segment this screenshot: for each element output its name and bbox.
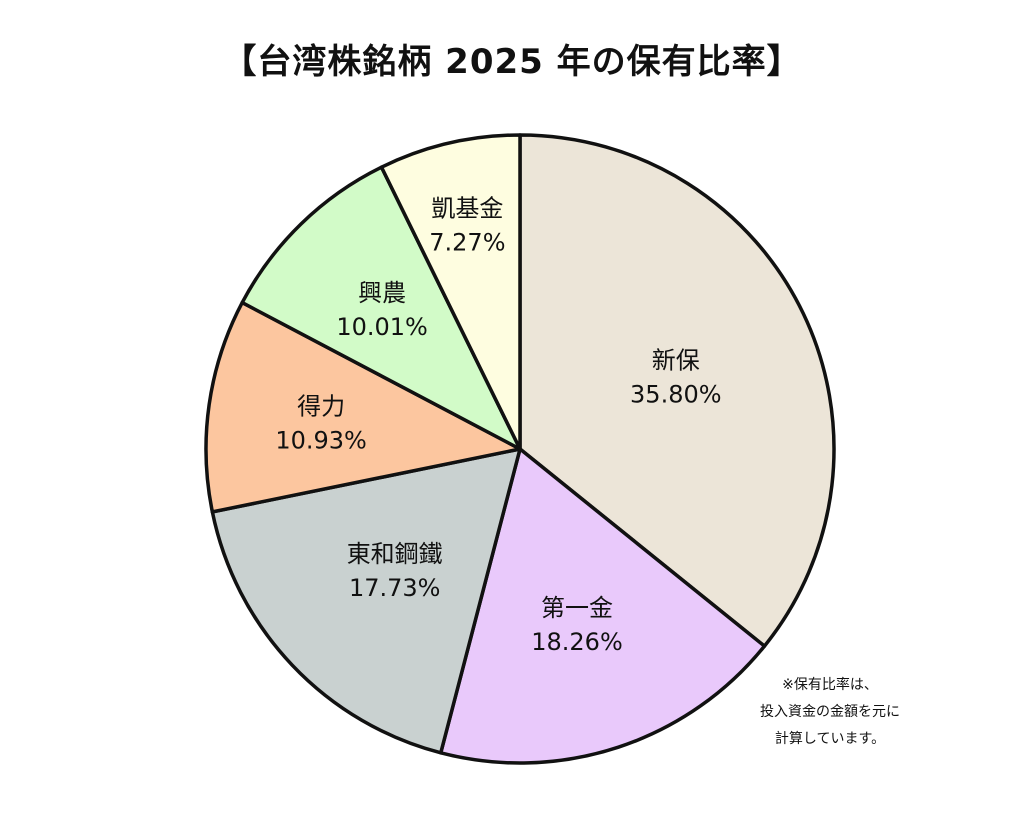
footnote-line-2: 投入資金の金額を元に [760, 704, 900, 720]
slice-label-3: 東和鋼鐵 [347, 540, 443, 568]
slice-value-label-2: 18.26% [531, 628, 623, 656]
pie-slice-1 [518, 133, 836, 648]
pie-slice-4 [204, 300, 522, 514]
slice-value-label-5: 10.01% [336, 313, 428, 341]
footnote-line-3: 計算しています。 [774, 731, 886, 747]
pie-slice-3 [210, 447, 522, 755]
pie-slice-2 [439, 447, 767, 765]
slice-label-1: 新保 [652, 347, 700, 375]
footnote-line-1: ※保有比率は、 [782, 677, 878, 693]
slice-value-label-4: 10.93% [275, 427, 367, 455]
footnote: ※保有比率は、 投入資金の金額を元に 計算しています。 [730, 672, 930, 753]
pie-slice-5 [240, 165, 522, 451]
slice-label-2: 第一金 [541, 594, 613, 622]
slice-label-4: 得力 [297, 393, 345, 421]
slice-value-label-1: 35.80% [630, 381, 722, 409]
chart-title: 【台湾株銘柄 2025 年の保有比率】 [222, 42, 802, 82]
slice-label-6: 凱基金 [431, 195, 503, 223]
pie-slice-6 [379, 133, 522, 451]
slice-value-label-3: 17.73% [349, 574, 441, 602]
slice-label-5: 興農 [358, 279, 406, 307]
slice-value-label-6: 7.27% [429, 229, 505, 257]
